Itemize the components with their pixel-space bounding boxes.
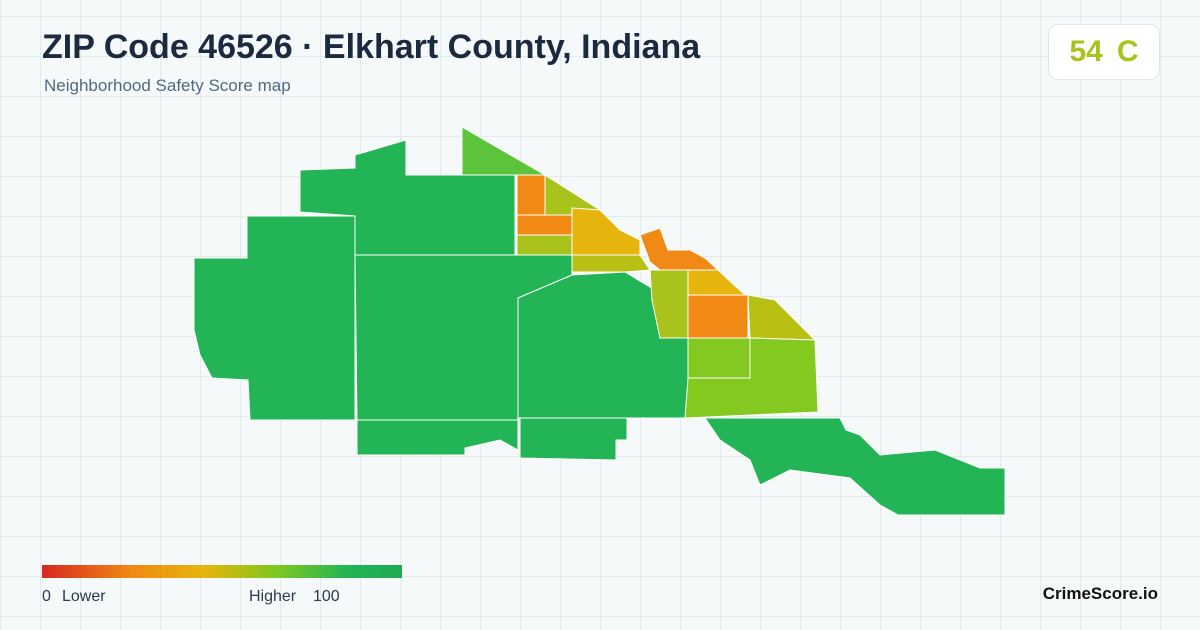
region — [519, 417, 628, 461]
region — [356, 419, 519, 456]
score-grade: C — [1116, 35, 1139, 68]
legend-min: 0 — [42, 588, 51, 605]
legend-gradient — [42, 565, 402, 578]
legend-min-label: Lower — [62, 588, 106, 605]
region — [649, 269, 689, 339]
score-badge: 54 C — [1048, 24, 1160, 80]
score-value: 54 — [1069, 35, 1103, 68]
subtitle: Neighborhood Safety Score map — [44, 76, 291, 95]
region — [571, 207, 641, 256]
region — [193, 215, 356, 421]
region — [747, 294, 817, 341]
region — [571, 254, 651, 273]
region — [687, 269, 747, 296]
legend-max-label: Higher — [249, 588, 297, 605]
legend-max: 100 — [313, 588, 340, 605]
region — [516, 214, 573, 236]
region — [516, 174, 546, 216]
region — [516, 234, 573, 256]
region — [687, 337, 751, 379]
title: ZIP Code 46526 · Elkhart County, Indiana — [42, 28, 701, 66]
region — [687, 294, 749, 339]
region — [684, 337, 819, 419]
region — [704, 417, 1006, 516]
brand: CrimeScore.io — [1042, 584, 1158, 603]
region — [639, 227, 720, 271]
